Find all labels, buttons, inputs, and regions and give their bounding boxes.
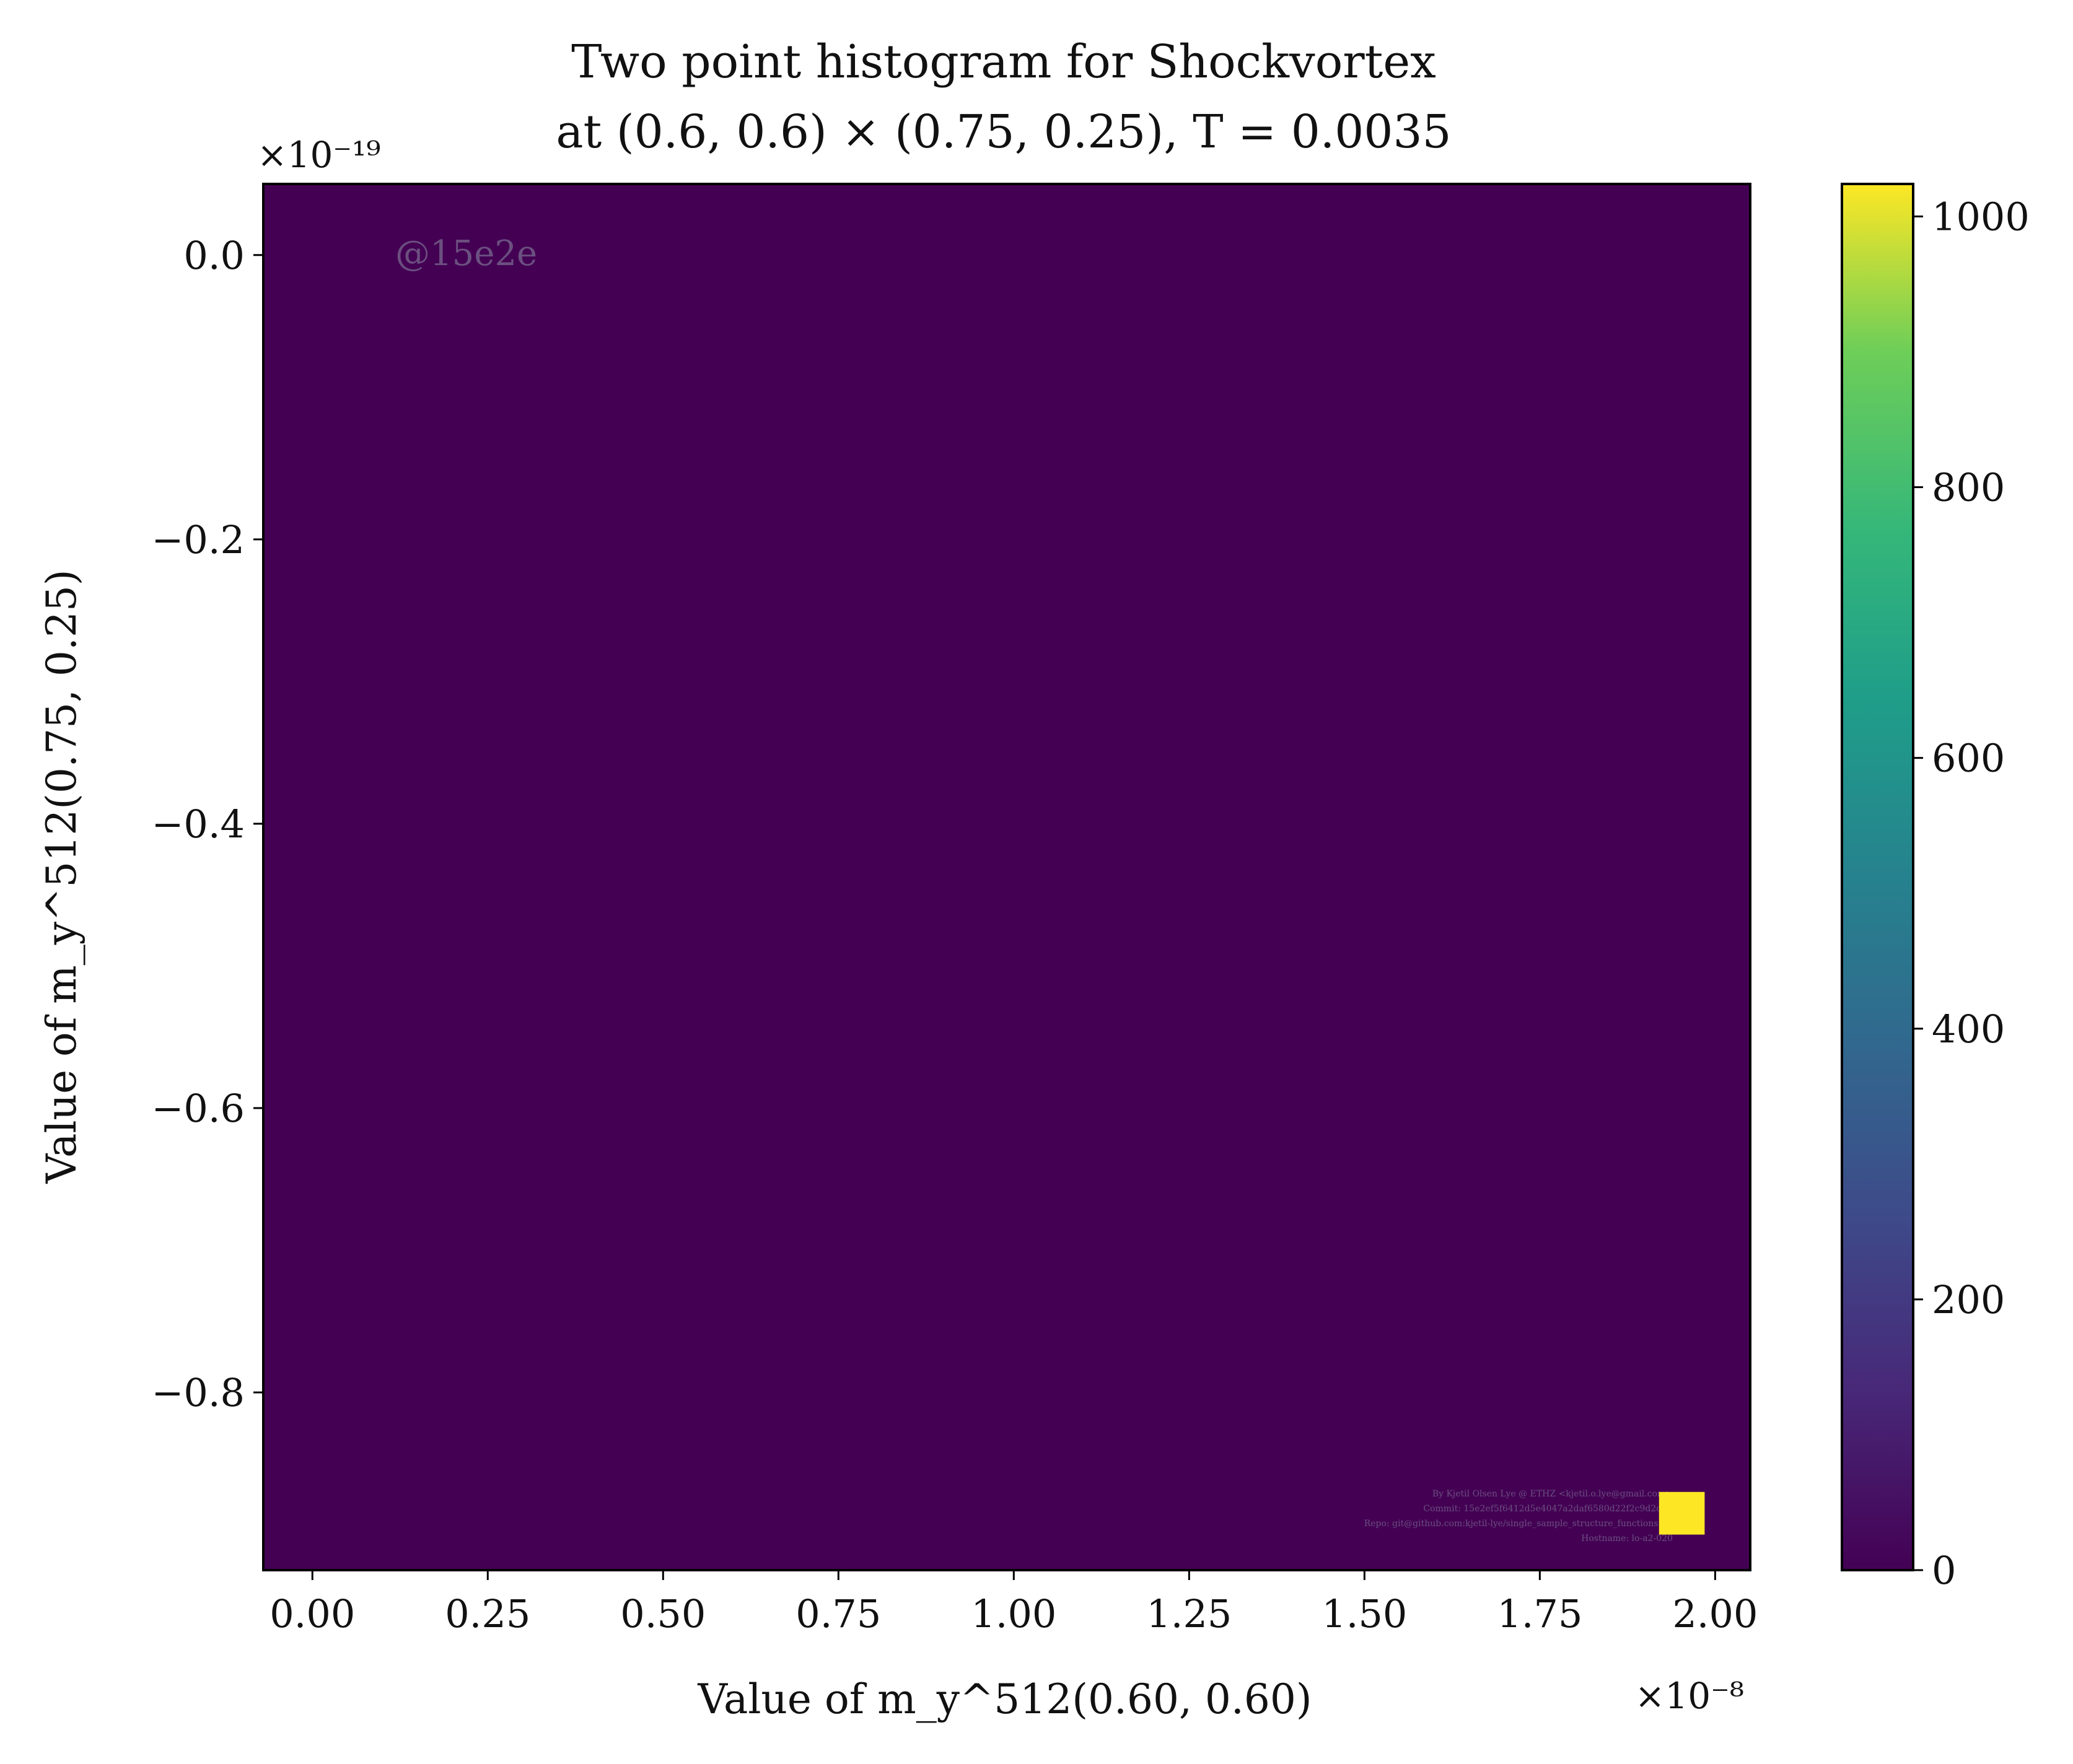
x-axis-ticks: 0.00 0.25 0.50 0.75 1.00 1.25 1.50 1.75 2.00 (270, 1570, 1758, 1636)
x-tick-label: 0.25 (445, 1591, 530, 1636)
footer-line: By Kjetil Olsen Lye @ ETHZ <kjetil.o.lye… (1432, 1489, 1673, 1499)
x-tick-label: 1.00 (971, 1591, 1056, 1636)
watermark: @15e2e (395, 234, 537, 274)
y-tick-label: −0.8 (151, 1370, 245, 1415)
plot-frame (262, 183, 1751, 1571)
x-axis-label: Value of m_y^512(0.60, 0.60) (697, 1675, 1312, 1723)
y-tick-label: −0.6 (151, 1086, 245, 1131)
chart-title-line2: at (0.6, 0.6) × (0.75, 0.25), T = 0.0035 (556, 105, 1451, 159)
y-tick-label: −0.2 (151, 517, 245, 562)
colorbar-tick-label: 200 (1932, 1277, 2005, 1322)
footer-line: Hostname: lo-a2-020 (1581, 1534, 1673, 1544)
y-axis-multiplier: ×10⁻¹⁹ (257, 134, 381, 176)
colorbar-tick-label: 600 (1932, 736, 2005, 781)
x-tick-label: 1.50 (1321, 1591, 1407, 1636)
colorbar-tick-label: 400 (1932, 1006, 2005, 1052)
y-tick-label: 0.0 (183, 233, 245, 278)
colorbar-tick-label: 1000 (1932, 194, 2030, 239)
plot-area (263, 184, 1750, 1570)
x-tick-label: 1.75 (1497, 1591, 1582, 1636)
x-axis-multiplier: ×10⁻⁸ (1635, 1675, 1744, 1717)
colorbar-ticks: 0 200 400 600 800 1000 (1913, 194, 2030, 1593)
x-tick-label: 0.50 (620, 1591, 706, 1636)
chart-title-line1: Two point histogram for Shockvortex (571, 35, 1436, 89)
footer-line: Commit: 15e2ef5f6412d5e4047a2daf6580d22f… (1423, 1504, 1673, 1514)
x-tick-label: 0.75 (795, 1591, 881, 1636)
x-tick-label: 2.00 (1672, 1591, 1758, 1636)
x-tick-label: 0.00 (270, 1591, 355, 1636)
colorbar (1842, 184, 1913, 1570)
y-axis-ticks: 0.0 −0.2 −0.4 −0.6 −0.8 (151, 233, 263, 1415)
footer-metadata: By Kjetil Olsen Lye @ ETHZ <kjetil.o.lye… (1364, 1489, 1673, 1544)
colorbar-tick-label: 800 (1932, 465, 2005, 510)
y-axis-label: Value of m_y^512(0.75, 0.25) (38, 569, 85, 1184)
histogram-cell (1659, 1491, 1705, 1535)
footer-line: Repo: git@github.com:kjetil-lye/single_s… (1364, 1519, 1673, 1529)
histogram-cells (1659, 1491, 1705, 1535)
y-tick-label: −0.4 (151, 801, 245, 847)
colorbar-frame (1841, 183, 1914, 1571)
colorbar-tick-label: 0 (1932, 1548, 1956, 1593)
x-tick-label: 1.25 (1146, 1591, 1232, 1636)
